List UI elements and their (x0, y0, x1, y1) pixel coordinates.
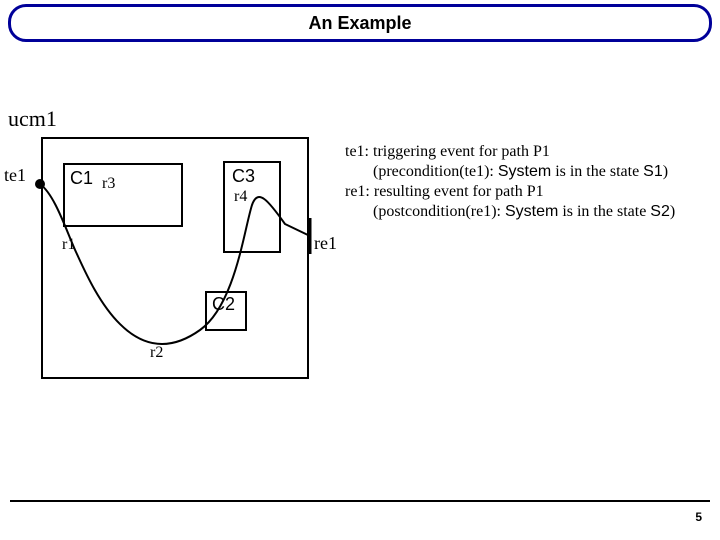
desc-line2: (precondition(te1): System is in the sta… (373, 162, 675, 182)
c2-label: C2 (212, 294, 235, 315)
r1-label: r1 (62, 236, 75, 254)
r4-label: r4 (234, 188, 247, 206)
path-p1 (40, 184, 310, 344)
desc-line3: re1: resulting event for path P1 (345, 182, 675, 202)
diagram-label: ucm1 (8, 106, 57, 132)
r2-label: r2 (150, 344, 163, 362)
page-number: 5 (695, 510, 702, 524)
ucm-diagram (0, 0, 720, 540)
desc-line4: (postcondition(re1): System is in the st… (373, 202, 675, 222)
c3-label: C3 (232, 166, 255, 187)
r3-label: r3 (102, 175, 115, 193)
description-block: te1: triggering event for path P1 (preco… (345, 142, 675, 222)
desc-line1: te1: triggering event for path P1 (345, 142, 675, 162)
te1-label: te1 (4, 165, 26, 186)
footer-divider (10, 500, 710, 502)
re1-label: re1 (314, 233, 337, 254)
c1-label: C1 (70, 168, 93, 189)
